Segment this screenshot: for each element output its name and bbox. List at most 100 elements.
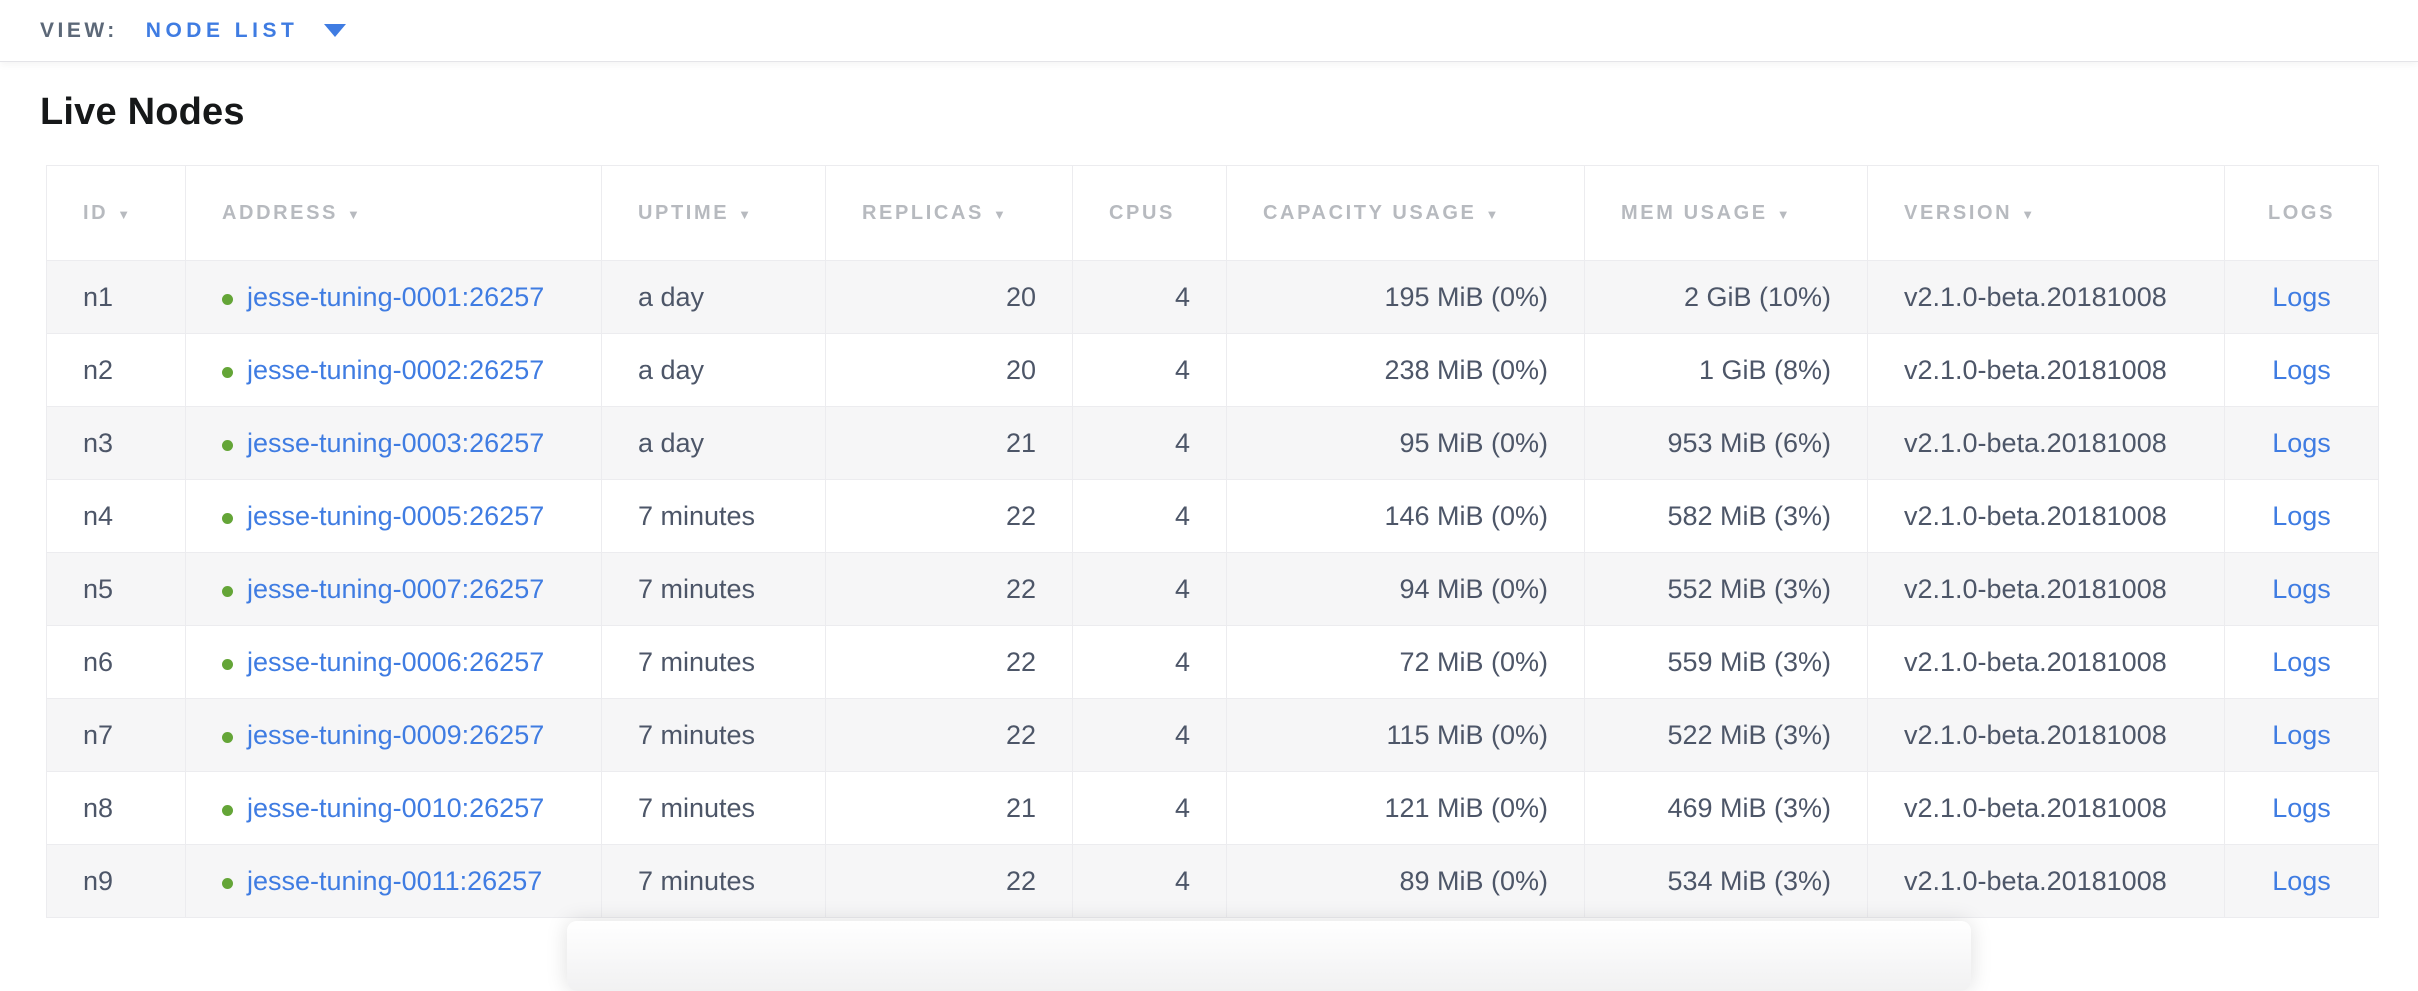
page-title: Live Nodes <box>40 91 245 133</box>
node-mem-usage-cell: 534 MiB (3%) <box>1584 844 1868 918</box>
node-cpus-cell: 4 <box>1072 260 1227 334</box>
node-uptime-cell: a day <box>601 333 826 407</box>
node-logs-cell: Logs <box>2224 333 2379 407</box>
node-uptime-cell: a day <box>601 406 826 480</box>
node-mem-usage-cell: 582 MiB (3%) <box>1584 479 1868 553</box>
node-capacity-usage-cell: 89 MiB (0%) <box>1226 844 1585 918</box>
sort-desc-icon: ▼ <box>117 206 131 222</box>
node-logs-cell: Logs <box>2224 771 2379 845</box>
node-replicas-cell: 20 <box>825 260 1073 334</box>
column-header-label: VERSION <box>1904 201 2013 224</box>
below-fold-panel-edge <box>567 921 1971 991</box>
node-capacity-usage-cell: 195 MiB (0%) <box>1226 260 1585 334</box>
node-logs-link[interactable]: Logs <box>2272 500 2331 531</box>
column-header-mem-usage[interactable]: MEM USAGE ▼ <box>1584 165 1868 261</box>
node-logs-cell: Logs <box>2224 625 2379 699</box>
node-logs-cell: Logs <box>2224 552 2379 626</box>
node-address-cell: jesse-tuning-0005:26257 <box>185 479 602 553</box>
node-row-n8: n8 jesse-tuning-0010:26257 7 minutes 21 4 121… <box>46 771 2379 845</box>
node-mem-usage-cell: 1 GiB (8%) <box>1584 333 1868 407</box>
column-header-address[interactable]: ADDRESS ▼ <box>185 165 602 261</box>
node-logs-cell: Logs <box>2224 260 2379 334</box>
node-uptime-cell: 7 minutes <box>601 771 826 845</box>
node-id-cell: n2 <box>46 333 186 407</box>
node-logs-link[interactable]: Logs <box>2272 792 2331 823</box>
node-version-cell: v2.1.0-beta.20181008 <box>1867 479 2225 553</box>
node-id-cell: n7 <box>46 698 186 772</box>
node-address-link[interactable]: jesse-tuning-0005:26257 <box>247 500 545 531</box>
node-address-link[interactable]: jesse-tuning-0009:26257 <box>247 719 545 750</box>
live-nodes-table: ID ▼ ADDRESS ▼ UPTIME ▼ REPLICAS ▼ CPUS CAPACITY … <box>46 165 2379 918</box>
node-logs-link[interactable]: Logs <box>2272 646 2331 677</box>
node-address-link[interactable]: jesse-tuning-0006:26257 <box>247 646 545 677</box>
node-row-n2: n2 jesse-tuning-0002:26257 a day 20 4 238 MiB… <box>46 333 2379 407</box>
column-header-label: LOGS <box>2267 201 2336 224</box>
node-mem-usage-cell: 552 MiB (3%) <box>1584 552 1868 626</box>
node-id-cell: n5 <box>46 552 186 626</box>
node-cpus-cell: 4 <box>1072 844 1227 918</box>
node-row-n6: n6 jesse-tuning-0006:26257 7 minutes 22 4 72 … <box>46 625 2379 699</box>
node-logs-link[interactable]: Logs <box>2272 354 2331 385</box>
node-logs-cell: Logs <box>2224 479 2379 553</box>
node-address-link[interactable]: jesse-tuning-0007:26257 <box>247 573 545 604</box>
column-header-label: ID <box>83 201 109 224</box>
node-id-cell: n9 <box>46 844 186 918</box>
node-status-healthy-icon <box>222 293 233 305</box>
table-body: n1 jesse-tuning-0001:26257 a day 20 4 195 MiB… <box>46 260 2379 918</box>
node-mem-usage-cell: 953 MiB (6%) <box>1584 406 1868 480</box>
node-id-cell: n3 <box>46 406 186 480</box>
node-capacity-usage-cell: 94 MiB (0%) <box>1226 552 1585 626</box>
node-address-cell: jesse-tuning-0007:26257 <box>185 552 602 626</box>
column-header-version[interactable]: VERSION ▼ <box>1867 165 2225 261</box>
node-logs-link[interactable]: Logs <box>2272 281 2331 312</box>
node-address-link[interactable]: jesse-tuning-0011:26257 <box>247 865 543 896</box>
column-header-label: REPLICAS <box>862 201 984 224</box>
node-uptime-cell: 7 minutes <box>601 479 826 553</box>
node-address-link[interactable]: jesse-tuning-0002:26257 <box>247 354 545 385</box>
node-id-cell: n8 <box>46 771 186 845</box>
node-address-link[interactable]: jesse-tuning-0003:26257 <box>247 427 545 458</box>
sort-desc-icon: ▼ <box>1776 206 1790 222</box>
node-capacity-usage-cell: 115 MiB (0%) <box>1226 698 1585 772</box>
node-logs-link[interactable]: Logs <box>2272 865 2331 896</box>
node-address-link[interactable]: jesse-tuning-0001:26257 <box>247 281 545 312</box>
node-cpus-cell: 4 <box>1072 771 1227 845</box>
column-header-replicas[interactable]: REPLICAS ▼ <box>825 165 1073 261</box>
column-header-id[interactable]: ID ▼ <box>46 165 186 261</box>
view-dropdown-value: NODE LIST <box>145 18 299 42</box>
node-version-cell: v2.1.0-beta.20181008 <box>1867 552 2225 626</box>
node-address-cell: jesse-tuning-0001:26257 <box>185 260 602 334</box>
sort-desc-icon: ▼ <box>992 206 1006 222</box>
node-logs-link[interactable]: Logs <box>2272 573 2331 604</box>
node-mem-usage-cell: 2 GiB (10%) <box>1584 260 1868 334</box>
column-header-uptime[interactable]: UPTIME ▼ <box>601 165 826 261</box>
node-id-cell: n4 <box>46 479 186 553</box>
node-capacity-usage-cell: 238 MiB (0%) <box>1226 333 1585 407</box>
node-logs-cell: Logs <box>2224 406 2379 480</box>
node-address-link[interactable]: jesse-tuning-0010:26257 <box>247 792 545 823</box>
node-row-n7: n7 jesse-tuning-0009:26257 7 minutes 22 4 115… <box>46 698 2379 772</box>
column-header-label: MEM USAGE <box>1621 201 1768 224</box>
node-version-cell: v2.1.0-beta.20181008 <box>1867 698 2225 772</box>
node-capacity-usage-cell: 146 MiB (0%) <box>1226 479 1585 553</box>
node-capacity-usage-cell: 95 MiB (0%) <box>1226 406 1585 480</box>
column-header-capacity-usage[interactable]: CAPACITY USAGE ▼ <box>1226 165 1585 261</box>
table-header-row: ID ▼ ADDRESS ▼ UPTIME ▼ REPLICAS ▼ CPUS CAPACITY … <box>46 165 2379 261</box>
node-id-cell: n6 <box>46 625 186 699</box>
view-dropdown[interactable]: NODE LIST <box>146 19 347 43</box>
node-capacity-usage-cell: 72 MiB (0%) <box>1226 625 1585 699</box>
node-row-n5: n5 jesse-tuning-0007:26257 7 minutes 22 4 94 … <box>46 552 2379 626</box>
node-uptime-cell: 7 minutes <box>601 844 826 918</box>
column-header-logs: LOGS <box>2224 165 2379 261</box>
node-status-healthy-icon <box>222 731 233 743</box>
node-logs-link[interactable]: Logs <box>2272 427 2331 458</box>
node-mem-usage-cell: 522 MiB (3%) <box>1584 698 1868 772</box>
node-row-n3: n3 jesse-tuning-0003:26257 a day 21 4 95 MiB … <box>46 406 2379 480</box>
node-replicas-cell: 21 <box>825 771 1073 845</box>
node-mem-usage-cell: 469 MiB (3%) <box>1584 771 1868 845</box>
node-logs-link[interactable]: Logs <box>2272 719 2331 750</box>
node-address-cell: jesse-tuning-0006:26257 <box>185 625 602 699</box>
view-bar: VIEW: NODE LIST <box>0 0 2418 62</box>
node-logs-cell: Logs <box>2224 698 2379 772</box>
node-replicas-cell: 22 <box>825 844 1073 918</box>
